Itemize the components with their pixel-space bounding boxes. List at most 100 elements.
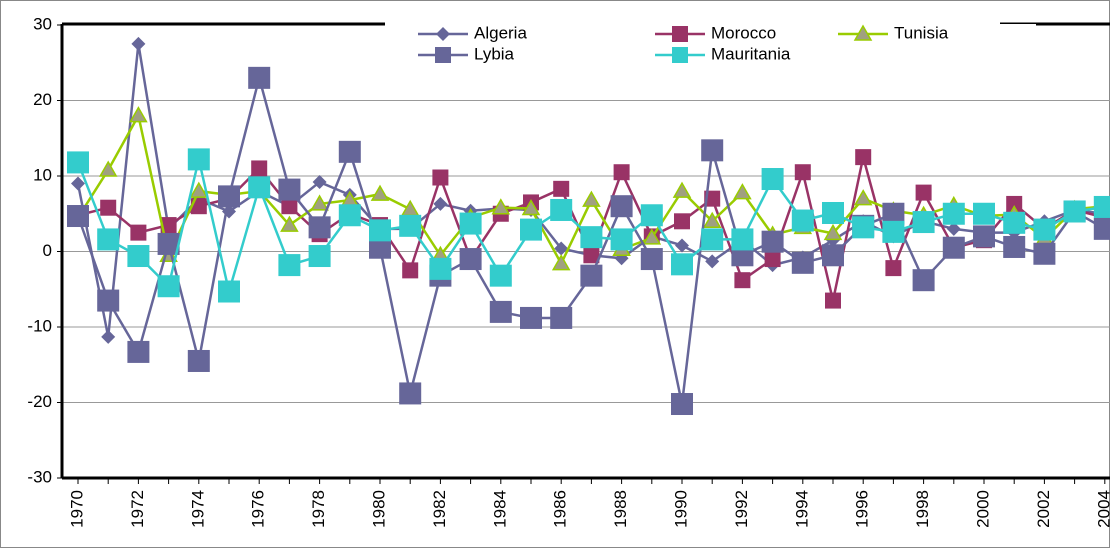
marker bbox=[1093, 195, 1110, 218]
marker bbox=[882, 202, 905, 225]
legend-bg bbox=[653, 24, 853, 44]
marker bbox=[310, 194, 329, 211]
marker bbox=[218, 185, 240, 208]
marker bbox=[642, 228, 662, 245]
marker bbox=[459, 248, 482, 271]
marker bbox=[281, 198, 298, 215]
marker bbox=[248, 176, 271, 199]
y-tick-label: -20 bbox=[27, 392, 52, 411]
marker bbox=[433, 196, 448, 211]
marker bbox=[1003, 235, 1026, 258]
marker bbox=[98, 160, 118, 177]
marker bbox=[614, 251, 629, 266]
marker bbox=[308, 216, 331, 239]
marker bbox=[369, 236, 391, 259]
legend-marker bbox=[435, 47, 451, 63]
marker bbox=[127, 340, 150, 363]
series bbox=[67, 148, 1110, 303]
marker bbox=[553, 180, 570, 197]
marker bbox=[308, 245, 331, 268]
x-tick-label: 1982 bbox=[430, 490, 449, 528]
marker bbox=[671, 253, 693, 276]
marker bbox=[675, 238, 689, 253]
marker bbox=[973, 225, 995, 248]
marker bbox=[97, 289, 120, 312]
marker bbox=[791, 251, 814, 274]
marker bbox=[610, 228, 633, 251]
marker bbox=[370, 184, 390, 201]
marker bbox=[127, 245, 150, 268]
y-tick-label: -10 bbox=[27, 316, 52, 335]
legend-bg bbox=[416, 24, 616, 44]
marker bbox=[491, 198, 511, 215]
marker bbox=[613, 164, 630, 181]
x-tick-label: 1990 bbox=[671, 490, 690, 528]
marker bbox=[701, 139, 724, 162]
legend-bg bbox=[416, 45, 616, 65]
marker bbox=[521, 198, 541, 216]
marker bbox=[402, 262, 419, 279]
legend-item: Tunisia bbox=[836, 23, 1036, 44]
marker bbox=[946, 221, 961, 236]
marker bbox=[97, 228, 120, 251]
x-tick-label: 1980 bbox=[369, 490, 388, 528]
marker bbox=[369, 219, 391, 242]
marker bbox=[489, 264, 512, 287]
marker bbox=[338, 140, 361, 163]
marker bbox=[67, 205, 89, 228]
x-tick-label: 1998 bbox=[913, 490, 932, 528]
marker bbox=[278, 178, 301, 201]
legend-bg bbox=[653, 45, 853, 65]
marker bbox=[101, 329, 116, 344]
marker bbox=[160, 217, 177, 234]
marker bbox=[432, 169, 449, 186]
marker bbox=[764, 251, 781, 268]
marker bbox=[580, 264, 603, 287]
marker bbox=[672, 181, 692, 198]
marker bbox=[583, 247, 600, 264]
marker bbox=[551, 254, 571, 271]
marker bbox=[701, 228, 724, 251]
series bbox=[67, 66, 1110, 416]
x-tick-label: 1976 bbox=[249, 490, 268, 528]
marker bbox=[822, 244, 844, 267]
marker bbox=[554, 241, 569, 256]
marker bbox=[761, 168, 784, 191]
legend-label: Tunisia bbox=[894, 23, 949, 42]
marker bbox=[130, 224, 147, 241]
legend-item: Algeria bbox=[416, 23, 616, 44]
x-tick-label: 1970 bbox=[67, 490, 86, 528]
y-tick-label: 10 bbox=[33, 165, 52, 184]
x-tick-label: 1986 bbox=[551, 490, 570, 528]
marker bbox=[278, 254, 301, 277]
marker bbox=[794, 164, 811, 181]
marker bbox=[734, 272, 751, 289]
x-tick-label: 1984 bbox=[490, 490, 509, 528]
marker bbox=[912, 211, 935, 234]
marker bbox=[915, 184, 932, 201]
marker bbox=[823, 223, 843, 241]
legend-marker bbox=[672, 47, 688, 63]
legend-label: Morocco bbox=[711, 23, 776, 42]
marker bbox=[702, 211, 722, 229]
x-tick-label: 1992 bbox=[732, 490, 751, 528]
legend-label: Lybia bbox=[474, 44, 515, 63]
marker bbox=[791, 209, 814, 232]
marker bbox=[520, 218, 542, 241]
marker bbox=[674, 213, 690, 230]
marker bbox=[67, 151, 89, 174]
marker bbox=[189, 181, 209, 198]
marker bbox=[187, 148, 210, 171]
marker bbox=[733, 183, 752, 200]
marker bbox=[1033, 218, 1056, 241]
legend-item: Lybia bbox=[416, 44, 616, 65]
marker bbox=[942, 236, 965, 259]
marker bbox=[520, 306, 542, 329]
marker bbox=[429, 257, 452, 280]
y-tick-label: -30 bbox=[27, 467, 52, 486]
marker bbox=[71, 176, 85, 191]
marker bbox=[731, 228, 754, 251]
marker bbox=[825, 292, 841, 309]
marker bbox=[973, 202, 995, 225]
